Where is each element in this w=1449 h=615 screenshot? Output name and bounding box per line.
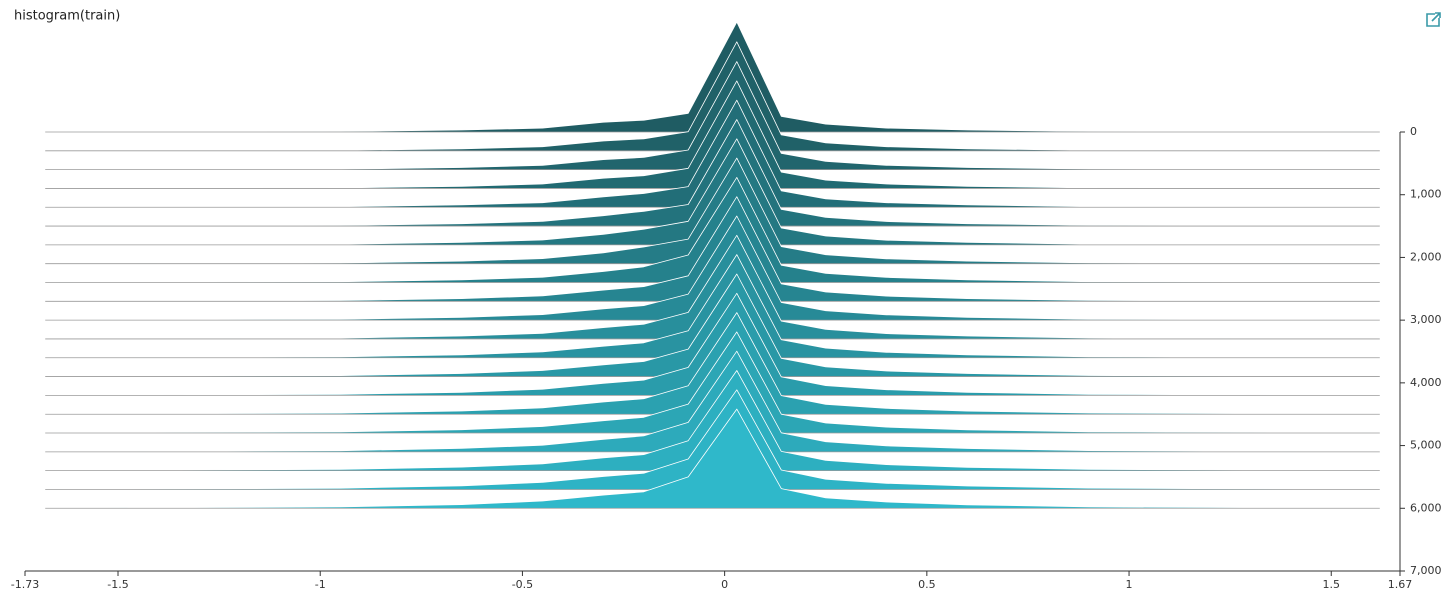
- y-tick-label: 6,000: [1410, 501, 1442, 514]
- histogram-slice: [45, 273, 1380, 377]
- histogram-slice: [45, 350, 1380, 453]
- y-tick-label: 2,000: [1410, 250, 1442, 263]
- histogram-slice: [45, 21, 1380, 133]
- chart-title: histogram(train): [14, 9, 120, 24]
- x-tick-label: 1.5: [1323, 578, 1341, 591]
- histogram-slice: [45, 80, 1380, 189]
- icon-arrow: [1431, 12, 1441, 22]
- y-tick-label: 3,000: [1410, 313, 1442, 326]
- histogram-slice: [45, 119, 1380, 227]
- open-link-icon[interactable]: [1426, 12, 1441, 27]
- histogram-slice: [45, 41, 1380, 152]
- ridges: [45, 21, 1380, 509]
- histogram-slice: [45, 312, 1380, 415]
- histogram-slice: [45, 99, 1380, 208]
- x-tick-label: 0.5: [918, 578, 936, 591]
- x-tick-label: -1.73: [11, 578, 39, 591]
- histogram-slice: [45, 292, 1380, 396]
- x-tick-label: -1.5: [107, 578, 128, 591]
- y-tick-label: 0: [1410, 125, 1417, 138]
- axes: -1.73 -1.5 -1 -0.5 0 0.5 1 1.5 1.67 0 1,000 2,000 3,…: [11, 125, 1442, 591]
- histogram-slice: [45, 215, 1380, 321]
- y-tick-label: 4,000: [1410, 376, 1442, 389]
- histogram-slice: [45, 61, 1380, 170]
- y-tick-label: 7,000: [1410, 564, 1442, 577]
- y-tick-label: 1,000: [1410, 188, 1442, 201]
- histogram-slice: [45, 370, 1380, 472]
- histogram-slice: [45, 408, 1380, 509]
- y-tick-label: 5,000: [1410, 439, 1442, 452]
- histogram-slice: [45, 389, 1380, 490]
- x-tick-label: 1.67: [1388, 578, 1413, 591]
- histogram-slice: [45, 157, 1380, 265]
- histogram-slice: [45, 196, 1380, 302]
- histogram-slice: [45, 331, 1380, 434]
- x-tick-label: -0.5: [512, 578, 533, 591]
- histogram-slice: [45, 177, 1380, 283]
- x-tick-label: 1: [1126, 578, 1133, 591]
- histogram-slice: [45, 234, 1380, 340]
- histogram-slice: [45, 254, 1380, 359]
- histogram-slice: [45, 138, 1380, 246]
- x-tick-label: 0: [721, 578, 728, 591]
- icon-box: [1426, 13, 1440, 27]
- x-tick-label: -1: [315, 578, 326, 591]
